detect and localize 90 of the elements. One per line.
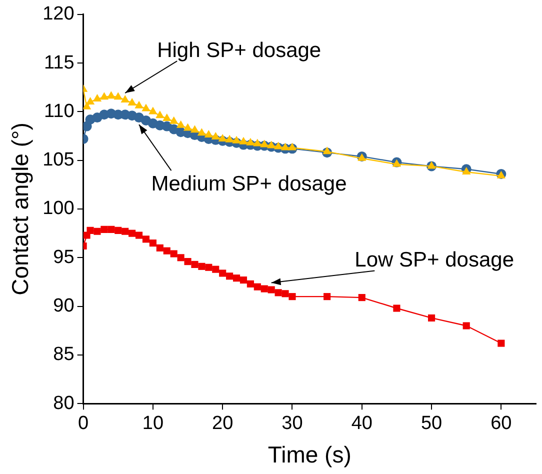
point (177, 254, 184, 262)
point (498, 340, 505, 347)
point (274, 142, 283, 150)
point (324, 293, 331, 300)
point (246, 280, 254, 288)
point (260, 140, 269, 148)
y-axis-title: Contact angle (°) (7, 122, 34, 296)
x-tick-label: 0 (78, 413, 89, 434)
point (94, 228, 101, 235)
point (225, 134, 234, 142)
point (428, 314, 436, 322)
point (253, 138, 262, 146)
point (254, 283, 261, 290)
point (100, 92, 109, 100)
point (92, 94, 102, 102)
point (86, 226, 94, 234)
point (218, 134, 227, 142)
point (288, 293, 296, 300)
point (120, 95, 130, 103)
series-label: Medium SP+ dosage (151, 172, 347, 196)
point (148, 106, 158, 114)
y-tick-label: 85 (53, 344, 74, 366)
point (462, 322, 470, 330)
y-tick-label: 120 (42, 4, 74, 25)
point (211, 132, 220, 140)
point (149, 240, 156, 247)
point (156, 110, 164, 118)
point (135, 232, 143, 239)
point (100, 226, 108, 233)
point (170, 250, 178, 258)
point (358, 294, 366, 302)
y-tick-label: 115 (44, 52, 74, 74)
point (128, 230, 136, 237)
x-axis-title: Time (s) (268, 442, 352, 468)
point (288, 142, 297, 150)
point (183, 123, 192, 131)
point (226, 272, 234, 280)
point (156, 244, 164, 252)
point (260, 285, 268, 292)
point (232, 136, 241, 144)
point (322, 146, 332, 154)
point (246, 138, 255, 146)
point (239, 136, 248, 144)
y-tick-label: 90 (53, 296, 74, 317)
point (122, 228, 129, 235)
x-tick-label: 40 (351, 413, 372, 434)
point (190, 125, 200, 133)
point (219, 270, 226, 277)
point (212, 266, 220, 273)
point (282, 290, 289, 298)
x-tick-label: 20 (212, 413, 234, 434)
point (462, 167, 471, 175)
point (176, 120, 186, 128)
x-tick-label: 60 (490, 413, 512, 434)
point (142, 236, 150, 243)
y-tick-label: 80 (53, 392, 74, 414)
text: High SP+ dosage (157, 38, 322, 62)
point (106, 91, 116, 99)
point (114, 226, 122, 234)
point (83, 102, 92, 110)
point (114, 92, 122, 100)
point (170, 116, 178, 124)
point (267, 140, 276, 148)
point (163, 247, 170, 254)
point (274, 289, 282, 296)
point (142, 104, 150, 112)
point (204, 130, 213, 138)
y-tick-label: 110 (44, 100, 74, 122)
x-tick-label: 50 (420, 413, 442, 434)
y-tick-label: 100 (42, 198, 74, 220)
point (162, 114, 172, 122)
point (240, 276, 248, 284)
point (280, 142, 290, 150)
y-tick-label: 105 (42, 150, 74, 171)
point (184, 258, 192, 266)
point (427, 161, 436, 169)
point (268, 286, 275, 294)
point (205, 264, 212, 271)
point (191, 260, 198, 268)
point (134, 100, 144, 108)
point (108, 226, 115, 233)
x-tick-label: 10 (142, 413, 164, 434)
point (128, 98, 136, 106)
point (197, 128, 206, 136)
y-tick-label: 95 (53, 246, 74, 268)
point (198, 262, 206, 270)
point (232, 274, 240, 282)
series-label: Low SP+ dosage (354, 248, 514, 272)
x-tick-label: 30 (282, 413, 303, 434)
point (393, 304, 400, 312)
